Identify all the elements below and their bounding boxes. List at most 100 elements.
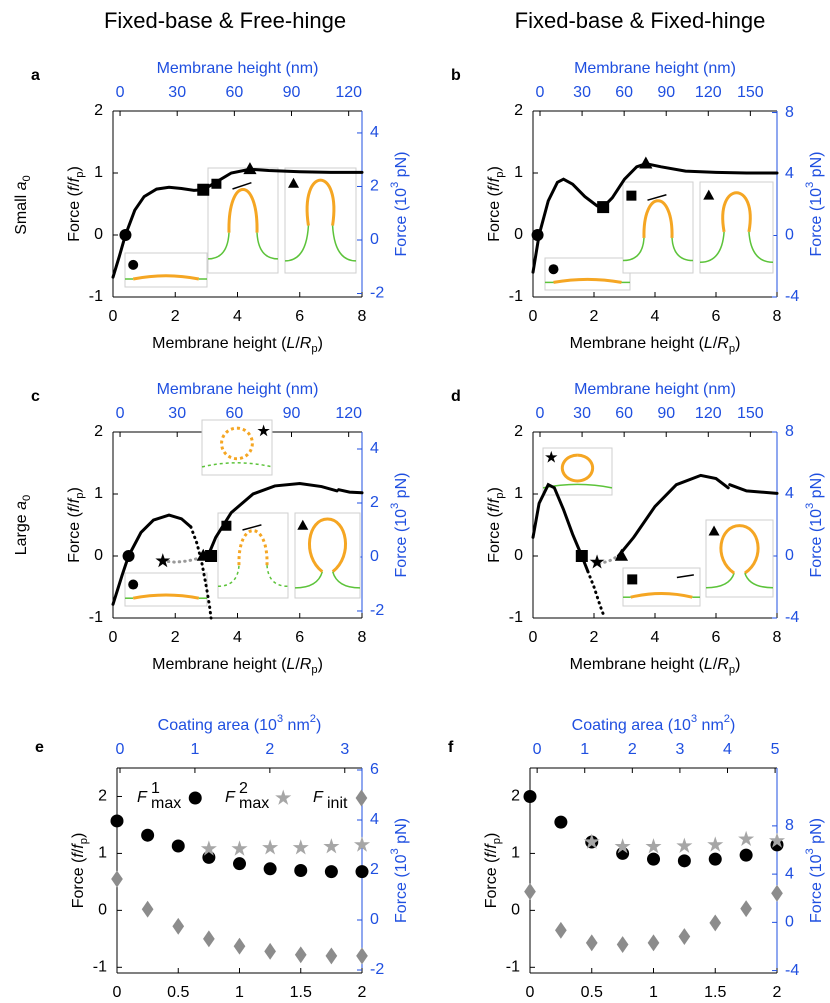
marker	[110, 814, 124, 828]
x2-tick-label: 2	[265, 741, 274, 758]
membrane	[562, 455, 592, 481]
marker	[555, 921, 567, 939]
x2-axis-label-part: 2	[724, 713, 730, 725]
y-tick-label: 2	[94, 423, 103, 440]
x-tick-label: 0	[529, 308, 538, 325]
row-label-part: a	[13, 501, 30, 510]
y2-axis-label-part: pN)	[393, 818, 410, 848]
y-axis-label-part: /	[66, 503, 83, 508]
marker	[614, 838, 631, 854]
x-tick-label: 6	[712, 629, 721, 646]
marker	[597, 201, 610, 214]
y-tick-label: 2	[514, 423, 523, 440]
panel-letter: a	[31, 67, 40, 84]
marker	[119, 229, 132, 241]
x2-tick-label: 60	[615, 84, 633, 101]
x2-axis-label-part: )	[316, 717, 321, 734]
row-label: Large a0	[13, 495, 33, 556]
inset	[295, 519, 360, 588]
x-axis-label-part: p	[311, 664, 317, 676]
y2-tick-label: 4	[785, 165, 794, 182]
x2-tick-label: 30	[573, 405, 591, 422]
x2-tick-label: 1	[190, 741, 199, 758]
y-axis-label: Force (f/fp)	[66, 166, 86, 242]
inset-frame	[544, 257, 631, 291]
membrane	[723, 193, 751, 232]
legend-marker	[188, 791, 202, 805]
x2-axis-label: Membrane height (nm)	[574, 60, 736, 77]
marker	[616, 936, 629, 953]
x-axis-label-part: /	[713, 656, 718, 673]
marker	[740, 900, 752, 918]
x-axis-label-part: Membrane height (	[570, 335, 705, 352]
y-axis-label-part: p	[491, 838, 503, 844]
inset	[623, 593, 700, 597]
membrane	[749, 232, 773, 262]
legend-marker	[275, 789, 292, 805]
y-tick-label: 2	[94, 102, 103, 119]
y-tick-label: -1	[89, 288, 103, 305]
y2-axis-label-part: 3	[389, 503, 401, 509]
marker	[708, 525, 720, 536]
marker	[645, 838, 662, 854]
y2-axis-label-part: 3	[389, 182, 401, 188]
y-axis-label-part: Force (	[66, 190, 83, 241]
y-axis-label: Force (f/fp)	[486, 166, 506, 242]
y2-axis-label-part: pN)	[808, 473, 825, 503]
x2-tick-label: 0	[536, 84, 545, 101]
marker	[172, 917, 185, 935]
x2-tick-label: 30	[168, 405, 186, 422]
y-axis-label-part: p	[74, 493, 86, 499]
y2-axis-label: Force (103 pN)	[804, 818, 825, 923]
marker	[233, 857, 246, 871]
y-axis-label: Force (f/fp)	[70, 833, 90, 909]
y2-axis-label-part: Force (10	[393, 509, 410, 578]
row-label: Small a0	[13, 175, 33, 235]
legend-marker	[355, 789, 368, 807]
y-tick-label: 2	[514, 102, 523, 119]
y-tick-label: -1	[93, 959, 107, 976]
marker	[639, 156, 653, 169]
x-axis-label-part: p	[311, 343, 317, 355]
x-tick-label: 0	[529, 629, 538, 646]
x-axis-label-part: /	[295, 656, 300, 673]
legend-label: F	[225, 789, 236, 806]
y-tick-label: 1	[511, 845, 520, 862]
marker	[614, 548, 629, 561]
membrane	[631, 593, 693, 597]
membrane	[721, 526, 758, 573]
x2-axis-label: Coating area (103 nm2)	[572, 713, 736, 734]
y2-axis-label-part: Force (10	[393, 188, 410, 257]
x2-tick-label: 0	[116, 84, 125, 101]
x-tick-label: 2	[358, 984, 367, 1001]
inset	[208, 189, 278, 258]
y-axis-label-part: f	[66, 506, 83, 512]
x-tick-label: 4	[233, 308, 242, 325]
x2-axis-label-part: nm	[697, 717, 724, 734]
y2-tick-label: 8	[785, 817, 794, 834]
y-tick-label: 2	[511, 788, 520, 805]
marker	[647, 852, 660, 866]
y-tick-label: 0	[98, 902, 107, 919]
curve	[592, 554, 620, 565]
marker	[155, 553, 171, 568]
y2-tick-label: 0	[370, 548, 379, 565]
membrane	[623, 238, 644, 261]
x-tick-label: 8	[773, 629, 782, 646]
x2-axis-label-part: 3	[691, 713, 697, 725]
y-axis-label-part: f	[483, 852, 500, 858]
legend-label: F	[313, 789, 324, 806]
inset-frame	[124, 572, 208, 607]
x-tick-label: 1.5	[704, 984, 726, 1001]
membrane	[333, 572, 360, 588]
marker	[677, 854, 691, 868]
x2-axis-label-part: 3	[277, 713, 283, 725]
y-axis-label: Force (f/fp)	[66, 487, 86, 563]
x-axis-label-part: Membrane height (	[570, 656, 705, 673]
inset	[202, 428, 272, 467]
x-axis-label: Membrane height (L/Rp)	[152, 656, 323, 676]
marker	[676, 837, 693, 853]
x2-tick-label: 0	[116, 741, 125, 758]
membrane	[554, 279, 622, 282]
